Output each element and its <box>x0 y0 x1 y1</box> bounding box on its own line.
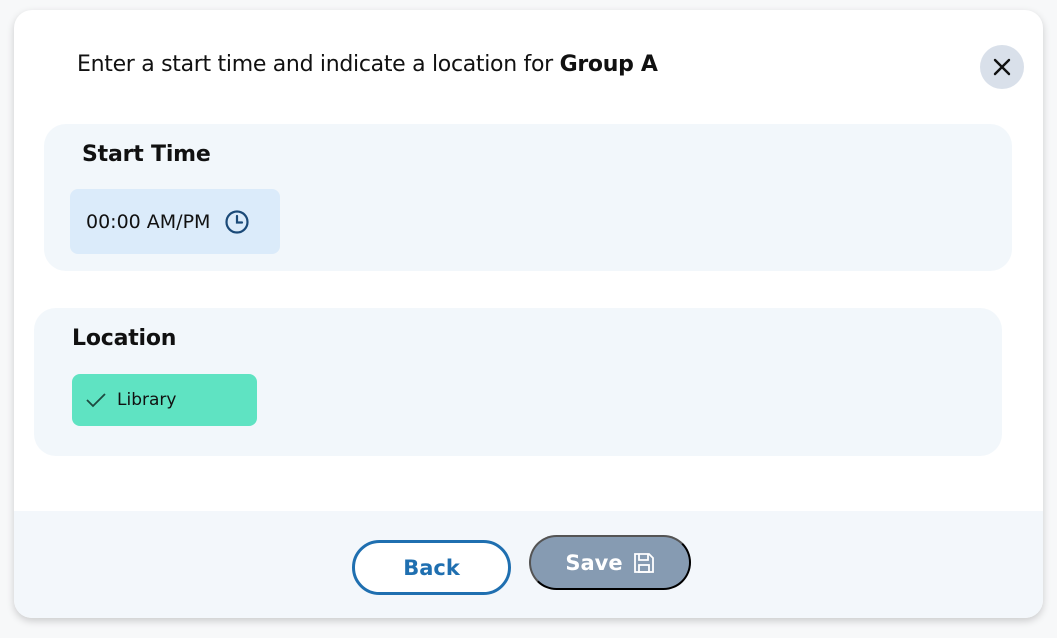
group-name: Group A <box>559 52 658 77</box>
start-time-label: Start Time <box>82 142 211 167</box>
dialog-footer: Back Save <box>14 511 1043 618</box>
location-chip-label: Library <box>117 390 177 410</box>
start-time-value: 00:00 AM/PM <box>86 210 211 233</box>
close-button[interactable] <box>980 45 1024 89</box>
floppy-disk-icon <box>633 552 654 573</box>
check-icon <box>86 393 106 408</box>
clock-icon[interactable] <box>224 209 250 235</box>
location-label: Location <box>72 326 177 351</box>
dialog-title: Enter a start time and indicate a locati… <box>77 52 658 77</box>
save-button[interactable]: Save <box>529 535 691 590</box>
close-icon <box>993 58 1011 76</box>
start-time-input[interactable]: 00:00 AM/PM <box>70 189 280 254</box>
location-section: Location Library <box>34 308 1002 456</box>
save-label: Save <box>565 550 623 575</box>
dialog-title-text: Enter a start time and indicate a locati… <box>77 52 560 77</box>
location-chip-library[interactable]: Library <box>72 374 257 426</box>
back-button[interactable]: Back <box>352 540 511 595</box>
dialog: Enter a start time and indicate a locati… <box>14 10 1043 618</box>
start-time-section: Start Time 00:00 AM/PM <box>44 124 1012 271</box>
